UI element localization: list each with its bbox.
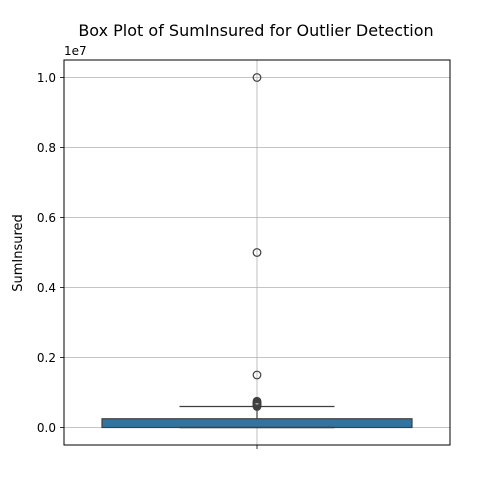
outlier-point <box>252 248 262 257</box>
y-axis-ticks: 0.0 0.2 0.4 0.6 0.8 1.0 <box>37 71 258 449</box>
y-tick-label: 0.0 <box>37 421 56 435</box>
grid-lines <box>64 60 450 445</box>
iqr-box <box>101 418 413 429</box>
outlier-point <box>252 370 262 380</box>
y-tick-label: 0.6 <box>37 211 56 225</box>
y-axis-label: SumInsured <box>11 214 26 292</box>
plot-area <box>101 73 413 429</box>
y-tick-label: 1.0 <box>37 71 56 85</box>
outlier-point <box>252 73 262 82</box>
outlier-point <box>252 402 262 411</box>
y-tick-label: 0.8 <box>37 141 56 155</box>
chart-title: Box Plot of SumInsured for Outlier Detec… <box>78 21 433 40</box>
y-tick-label: 0.4 <box>37 281 56 295</box>
y-tick-label: 0.2 <box>37 351 56 365</box>
axes-frame <box>63 59 451 446</box>
axis-offset-label: 1e7 <box>64 44 87 58</box>
